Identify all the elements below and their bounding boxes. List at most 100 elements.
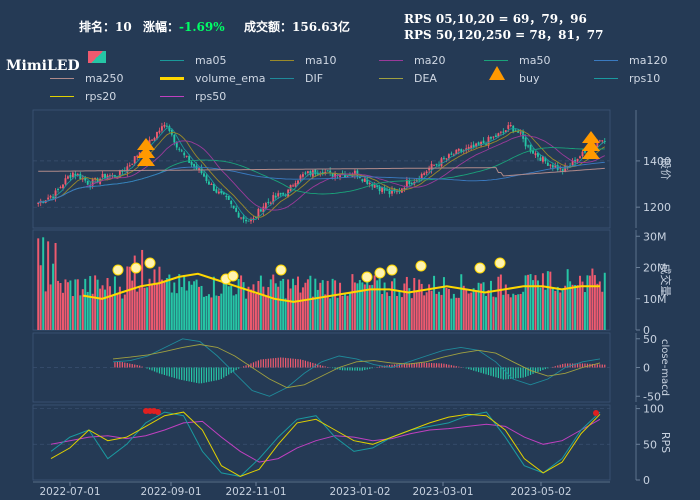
macd-histogram-bar [379,366,381,368]
price-candle [42,202,45,204]
macd-histogram-bar [423,362,425,368]
price-candle [460,149,463,152]
macd-histogram-bar [366,367,368,370]
macd-histogram-bar [413,363,415,368]
macd-histogram-bar [124,362,126,368]
price-candle [561,169,564,172]
price-candle [314,169,317,175]
macd-histogram-bar [510,367,512,379]
price-candle [529,144,532,152]
macd-histogram-bar [364,367,366,371]
macd-histogram-bar [166,367,168,376]
price-candle [237,212,240,218]
macd-histogram-bar [327,366,329,368]
price-candle [423,173,426,175]
volume-bar [348,292,351,330]
volume-bar [245,298,248,330]
price-candle [326,170,329,172]
macd-histogram-bar [242,366,245,368]
rps-line-rps10 [50,411,601,477]
price-candle [490,136,492,139]
volume-bar [247,286,250,330]
volume-bar [173,282,176,330]
volume-bar [576,285,579,330]
macd-histogram-bar [369,367,371,369]
macd-histogram-bar [262,359,264,368]
price-candle [262,206,265,213]
macd-histogram-bar [492,367,495,377]
volume-bar [207,294,210,330]
price-candle [537,152,539,157]
macd-histogram-bar [228,367,230,375]
macd-histogram-bar [203,367,205,383]
price-candle [457,148,460,151]
price-line-ma05 [38,127,605,221]
macd-axis-label: close-macd [659,339,670,396]
macd-histogram-bar [371,367,373,369]
macd-tick-label: -50 [643,390,661,403]
volume-bar [428,284,431,330]
legend-label-rps50: rps50 [195,90,227,103]
price-candle [207,181,210,185]
price-candle [136,155,139,157]
price-candle [492,136,495,138]
price-candle [532,150,534,154]
panel-frame-0 [32,109,611,229]
price-candle [297,180,299,185]
volume-bar [306,279,309,330]
macd-histogram-bar [280,357,282,368]
volume-bar [250,289,252,330]
macd-histogram-bar [591,363,593,368]
volume-bar [262,286,265,330]
volume-bar [193,281,196,330]
volume-bar [494,297,497,330]
volume-bar [467,293,470,330]
price-candle [443,157,445,159]
price-candle [131,163,134,165]
price-candle [59,187,62,189]
volume-bar [571,284,574,330]
price-candle [509,124,512,126]
price-candle [339,174,341,178]
price-candle [534,153,537,156]
price-candle [257,208,260,218]
macd-histogram-bar [319,365,321,368]
price-candle [79,173,82,180]
price-candle [109,175,111,177]
macd-histogram-bar [515,367,517,379]
price-candle [210,183,213,185]
volume-bar [383,282,386,330]
macd-histogram-bar [282,357,284,368]
macd-histogram-bar [309,362,311,368]
macd-histogram-bar [440,363,443,368]
volume-bar [519,293,522,330]
macd-histogram-bar [351,367,354,371]
macd-histogram-bar [294,358,297,368]
macd-histogram-bar [163,367,166,375]
price-candle [91,179,94,186]
volume-bar [319,282,322,330]
price-candle [54,190,57,199]
volume-bar [591,268,594,330]
volume-bar [492,296,495,330]
macd-histogram-bar [235,367,237,371]
volume-bar [257,280,260,330]
legend-swatch-ma50 [484,60,508,61]
volume-bar [188,281,191,330]
volume-bar [512,293,515,330]
macd-histogram-bar [381,365,383,368]
volume-bar [475,291,478,330]
macd-histogram-bar [586,363,589,368]
header-change: 涨幅：-1.69% [143,20,225,34]
volume-ema-marker [112,264,124,276]
volume-bar [480,283,483,330]
macd-histogram-bar [388,365,391,368]
price-candle [576,158,579,162]
macd-histogram-bar [453,365,455,368]
volume-bar [101,285,104,330]
price-candle [269,202,272,204]
macd-histogram-bar [139,365,141,368]
price-candle [121,170,124,172]
price-candle [485,143,487,145]
volume-bar [356,283,359,330]
